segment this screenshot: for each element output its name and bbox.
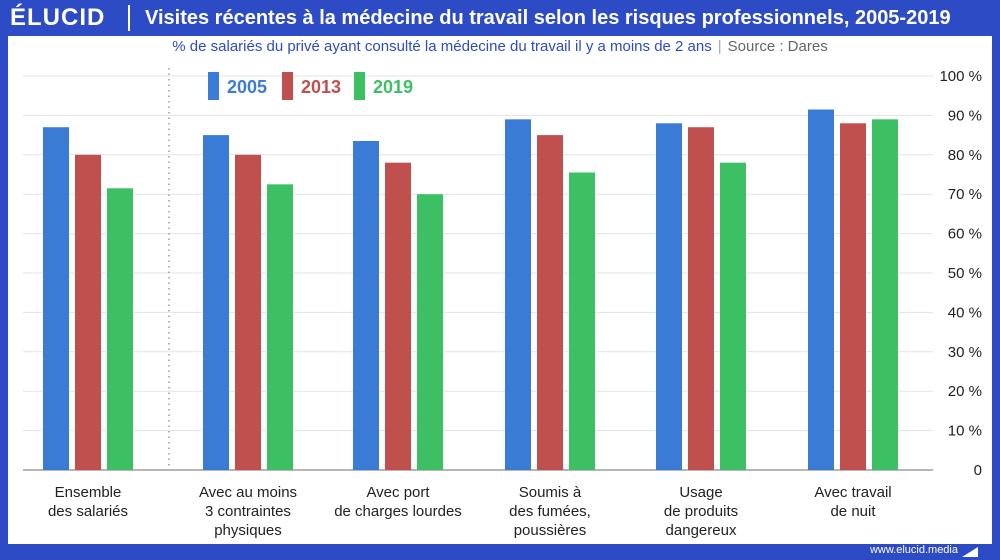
logo: ÉLUCID: [10, 4, 106, 31]
chart-subtitle: % de salariés du privé ayant consulté la…: [8, 38, 992, 55]
page-title: Visites récentes à la médecine du travai…: [145, 7, 951, 29]
bar-2005-1: [203, 135, 229, 470]
category-label: de produits: [664, 503, 738, 520]
bar-2019-3: [569, 172, 595, 470]
y-tick-label: 60 %: [948, 226, 982, 243]
category-label: de charges lourdes: [334, 503, 462, 520]
legend-swatch-2013: [282, 72, 293, 100]
y-tick-label: 10 %: [948, 423, 982, 440]
y-tick-label: 50 %: [948, 265, 982, 282]
bar-2013-0: [75, 154, 101, 471]
category-label: Avec au moins: [199, 484, 297, 501]
category-label: de nuit: [830, 503, 876, 520]
category-label: des salariés: [48, 503, 128, 520]
y-tick-label: 90 %: [948, 107, 982, 124]
logo-separator: [128, 5, 130, 31]
y-tick-label: 40 %: [948, 304, 982, 321]
bar-2005-2: [353, 141, 379, 470]
category-label: Ensemble: [55, 484, 122, 501]
y-tick-label: 100 %: [939, 68, 982, 85]
category-label: Avec travail: [814, 484, 891, 501]
legend-label-2013: 2013: [301, 77, 341, 97]
bar-2005-0: [43, 127, 69, 470]
y-tick-label: 70 %: [948, 186, 982, 203]
y-tick-label: 0: [974, 462, 982, 479]
elucid-arrow-icon: [962, 547, 978, 557]
y-tick-label: 20 %: [948, 383, 982, 400]
bar-2005-3: [505, 119, 531, 470]
category-label: des fumées,: [509, 503, 591, 520]
category-label: Avec port: [366, 484, 430, 501]
bar-2013-2: [385, 162, 411, 470]
bar-2005-5: [808, 109, 834, 471]
bar-2013-4: [688, 127, 714, 470]
category-label: poussières: [514, 522, 587, 539]
category-label: physiques: [214, 522, 282, 539]
bar-2013-5: [840, 123, 866, 470]
y-tick-label: 30 %: [948, 344, 982, 361]
subtitle-text: % de salariés du privé ayant consulté la…: [172, 38, 712, 55]
legend-label-2005: 2005: [227, 77, 267, 97]
category-label: 3 contraintes: [205, 503, 291, 520]
bar-2019-4: [720, 162, 746, 470]
header-bar: ÉLUCID Visites récentes à la médecine du…: [0, 0, 1000, 36]
bar-2019-0: [107, 188, 133, 471]
y-tick-label: 80 %: [948, 147, 982, 164]
bar-2005-4: [656, 123, 682, 470]
bar-chart: 0 10 % 20 % 30 % 40 % 50 % 60 % 70 % 80 % 90 % 100…: [23, 68, 982, 539]
bar-2019-2: [417, 194, 443, 470]
bar-2013-1: [235, 154, 261, 471]
category-label: dangereux: [666, 522, 737, 539]
source-text: Source : Dares: [727, 38, 828, 55]
category-label: Soumis à: [519, 484, 582, 501]
bar-2019-5: [872, 119, 898, 470]
footer-url[interactable]: www.elucid.media: [869, 544, 958, 556]
category-label: Usage: [679, 484, 722, 501]
chart-panel: % de salariés du privé ayant consulté la…: [8, 36, 992, 544]
legend-label-2019: 2019: [373, 77, 413, 97]
subtitle-separator: |: [717, 38, 722, 55]
legend-swatch-2005: [208, 72, 219, 100]
legend-swatch-2019: [354, 72, 365, 100]
bar-2019-1: [267, 184, 293, 470]
bar-2013-3: [537, 135, 563, 470]
